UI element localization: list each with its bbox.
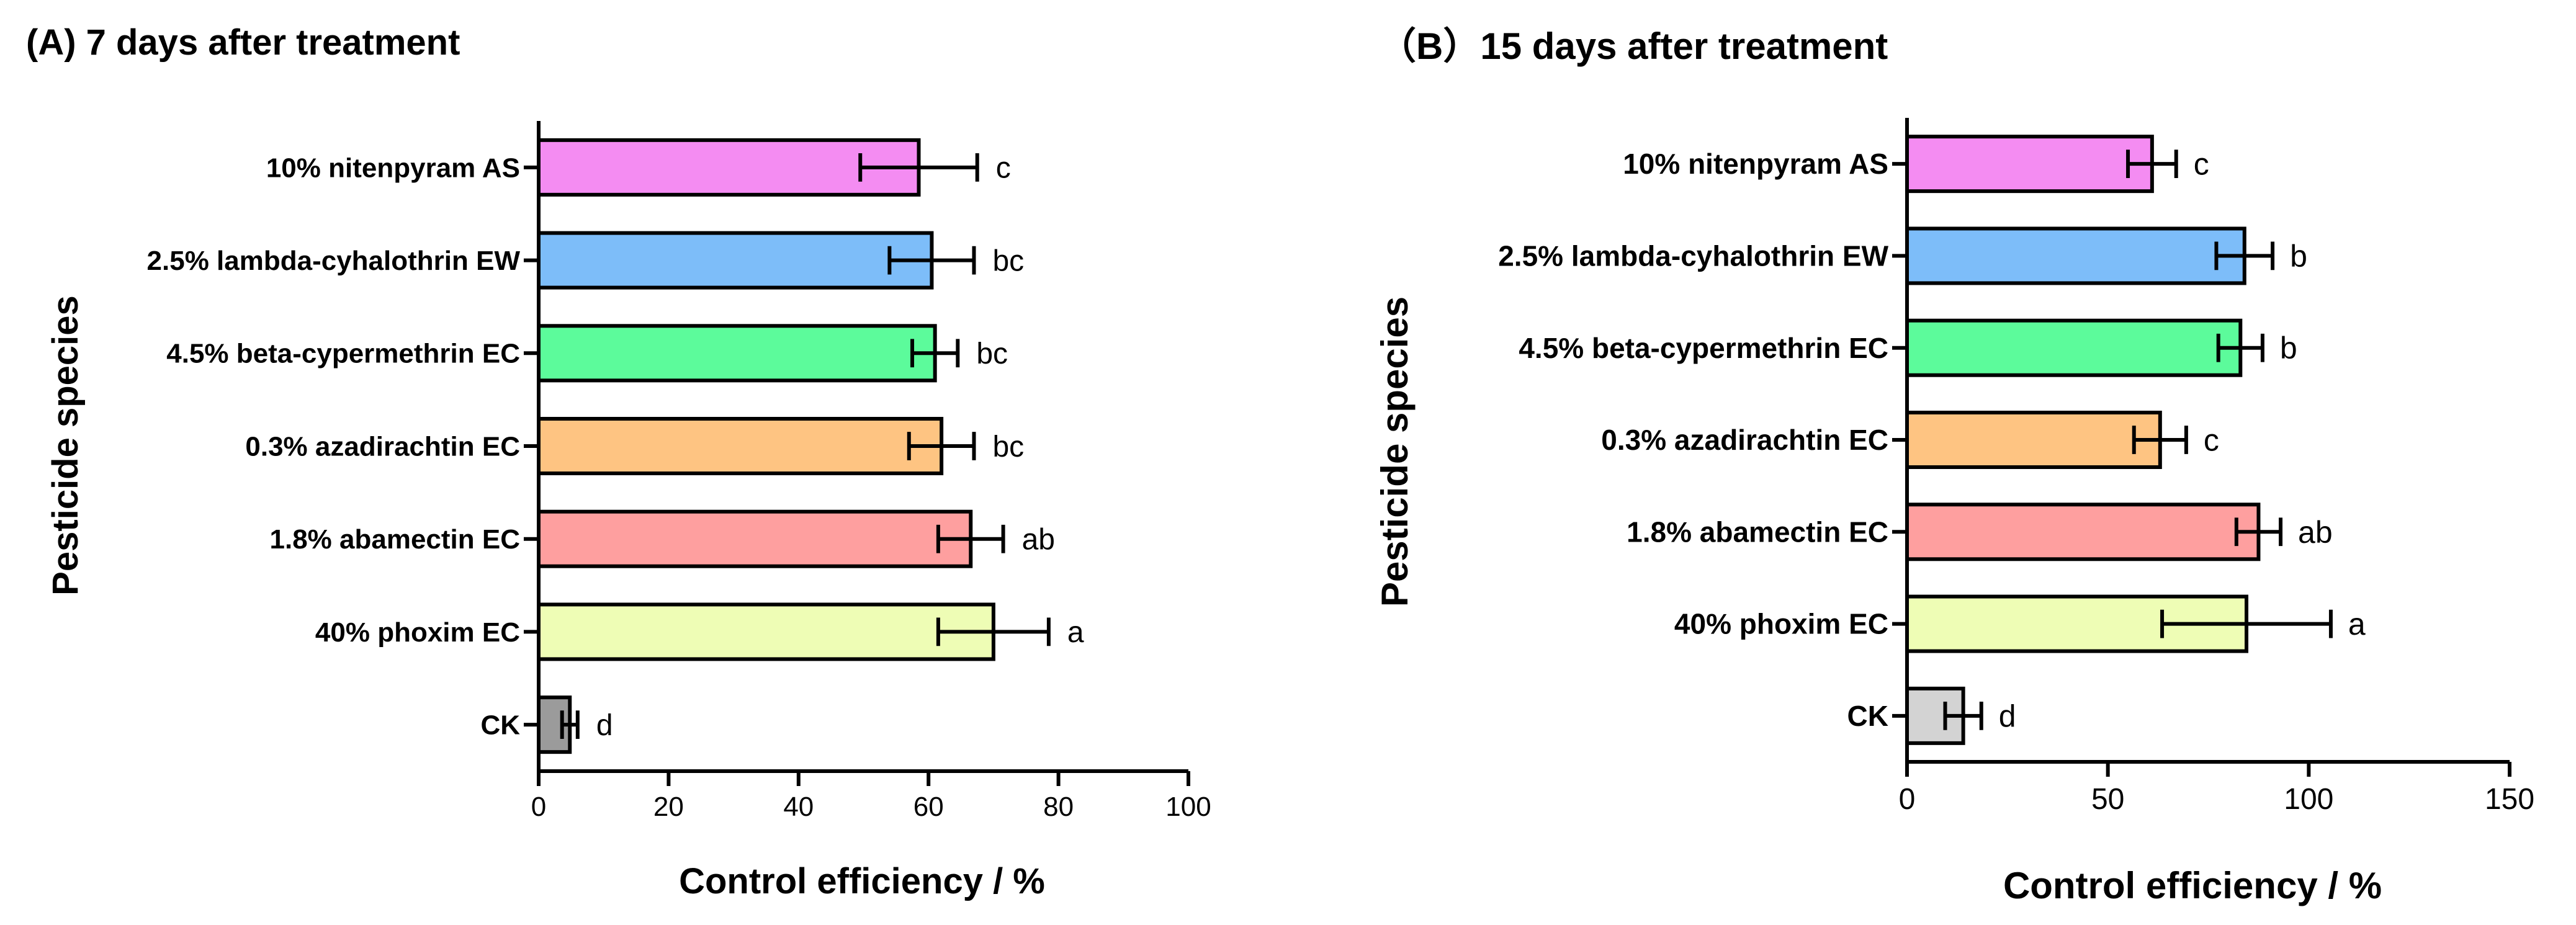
- category-label: 2.5% lambda-cyhalothrin EW: [1498, 240, 1888, 272]
- x-tick-label: 20: [653, 792, 684, 822]
- significance-letter: a: [2348, 607, 2366, 641]
- bar: [1905, 411, 2162, 469]
- significance-letter: b: [2290, 239, 2307, 274]
- significance-letter: d: [1999, 699, 2016, 733]
- x-tick-label: 100: [1165, 792, 1211, 822]
- category-label: 0.3% azadirachtin EC: [1601, 424, 1888, 456]
- significance-letter: bc: [992, 244, 1024, 277]
- significance-letter: bc: [976, 337, 1008, 370]
- bar: [1905, 135, 2154, 194]
- significance-letter: c: [2194, 147, 2209, 182]
- x-tick-label: 60: [913, 792, 944, 822]
- bar: [537, 324, 937, 383]
- significance-letter: b: [2280, 331, 2297, 365]
- significance-letter: bc: [992, 431, 1024, 463]
- category-label: 40% phoxim EC: [315, 617, 520, 648]
- category-label: 4.5% beta-cypermethrin EC: [1519, 332, 1888, 364]
- bar: [1905, 503, 2261, 561]
- bar: [537, 602, 995, 661]
- category-label: CK: [1847, 700, 1888, 732]
- panel-b-y-axis-label: Pesticide species: [1374, 297, 1416, 607]
- category-label: 40% phoxim EC: [1674, 608, 1888, 640]
- bar: [1905, 226, 2246, 285]
- category-label: 10% nitenpyram AS: [1623, 148, 1888, 180]
- significance-letter: c: [996, 152, 1011, 185]
- x-tick-label: 50: [2091, 783, 2124, 816]
- category-label: 1.8% abamectin EC: [1627, 516, 1888, 548]
- bar: [537, 417, 944, 475]
- category-label: CK: [480, 710, 520, 741]
- bar: [1905, 318, 2243, 377]
- significance-letter: a: [1067, 616, 1084, 649]
- category-label: 1.8% abamectin EC: [270, 524, 521, 555]
- panel-b-x-axis-label: Control efficiency / %: [2003, 865, 2382, 906]
- panel-b-title: （B）15 days after treatment: [1379, 25, 1888, 67]
- x-tick-label: 40: [783, 792, 814, 822]
- category-label: 4.5% beta-cypermethrin EC: [166, 339, 520, 369]
- significance-letter: c: [2204, 423, 2219, 458]
- significance-letter: ab: [2298, 515, 2333, 550]
- category-label: 10% nitenpyram AS: [266, 153, 520, 183]
- bar: [537, 231, 934, 290]
- x-tick-label: 80: [1043, 792, 1074, 822]
- panel-b: （B）15 days after treatment Control effic…: [1374, 25, 2534, 906]
- category-label: 0.3% azadirachtin EC: [245, 431, 520, 462]
- x-tick-label: 100: [2284, 783, 2333, 816]
- x-tick-label: 150: [2485, 783, 2534, 816]
- significance-letter: d: [596, 709, 613, 742]
- significance-letter: ab: [1022, 524, 1055, 556]
- panel-a-x-axis-label: Control efficiency / %: [679, 861, 1045, 901]
- panel-a-y-axis-label: Pesticide species: [45, 295, 86, 596]
- panel-a-title: (A) 7 days after treatment: [26, 22, 460, 63]
- x-tick-label: 0: [531, 792, 546, 822]
- x-tick-label: 0: [1899, 783, 1916, 816]
- bar: [537, 509, 973, 568]
- panel-a: (A) 7 days after treatment Control effic…: [26, 22, 1211, 901]
- category-label: 2.5% lambda-cyhalothrin EW: [147, 246, 521, 276]
